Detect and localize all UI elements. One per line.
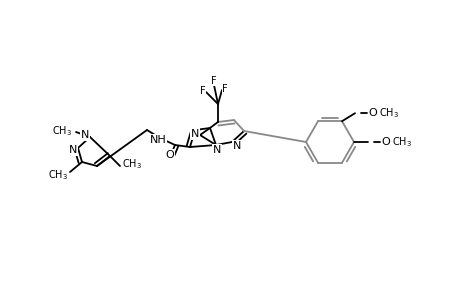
Text: CH$_3$: CH$_3$ [48,168,68,182]
Text: O: O [381,137,390,147]
Text: F: F [200,86,205,96]
Text: O: O [165,150,174,160]
Text: N: N [69,145,77,155]
Text: N: N [190,129,199,139]
Text: CH$_3$: CH$_3$ [52,124,72,138]
Text: O: O [368,108,376,118]
Text: F: F [211,76,216,86]
Text: CH$_3$: CH$_3$ [378,106,398,120]
Text: F: F [222,84,227,94]
Text: CH$_3$: CH$_3$ [391,135,411,149]
Text: N: N [81,130,89,140]
Text: NH: NH [149,135,166,145]
Text: CH$_3$: CH$_3$ [122,157,142,171]
Text: N: N [213,145,221,155]
Text: N: N [232,141,241,151]
